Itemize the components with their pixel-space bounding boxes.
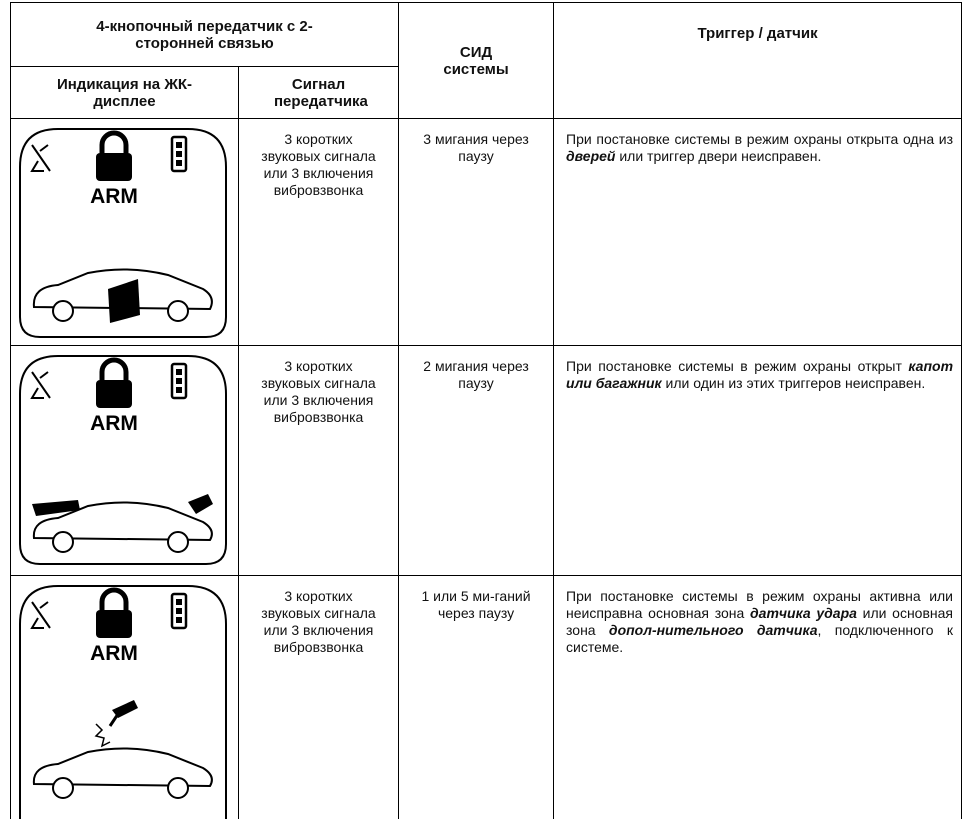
header-trigger: Триггер / датчик (554, 3, 962, 119)
lcd-cell: ARM (11, 576, 239, 819)
signal-cell: 3 коротких звуковых сигнала или 3 включе… (239, 119, 399, 346)
trigger-cell: При постановке системы в режим охраны ак… (554, 576, 962, 819)
header-transmitter: 4-кнопочный передатчик с 2-сторонней свя… (11, 3, 399, 67)
lcd-label: ARM (90, 642, 138, 665)
trigger-text: или один из этих триггеров неисправен. (662, 375, 926, 391)
trigger-emphasis: датчика удара (750, 605, 857, 621)
lcd-icon: ARM (18, 354, 228, 566)
signal-table: 4-кнопочный передатчик с 2-сторонней свя… (10, 2, 962, 819)
trigger-text: При постановке системы в режим охраны от… (566, 131, 953, 147)
header-led: СИД системы (399, 3, 554, 119)
trigger-cell: При постановке системы в режим охраны от… (554, 346, 962, 576)
lcd-label: ARM (90, 185, 138, 208)
led-cell: 1 или 5 ми-ганий через паузу (399, 576, 554, 819)
led-cell: 2 мигания через паузу (399, 346, 554, 576)
lcd-icon: ARM (18, 584, 228, 819)
trigger-cell: При постановке системы в режим охраны от… (554, 119, 962, 346)
lcd-cell: ARM (11, 346, 239, 576)
trigger-text: или триггер двери неисправен. (615, 148, 821, 164)
lcd-icon: ARM (18, 127, 228, 339)
trigger-emphasis: дверей (566, 148, 615, 164)
signal-cell: 3 коротких звуковых сигнала или 3 включе… (239, 576, 399, 819)
trigger-emphasis: допол-нительного датчика (609, 622, 818, 638)
header-signal: Сигнал передатчика (239, 67, 399, 119)
trigger-text: При постановке системы в режим охраны от… (566, 358, 908, 374)
signal-cell: 3 коротких звуковых сигнала или 3 включе… (239, 346, 399, 576)
led-cell: 3 мигания через паузу (399, 119, 554, 346)
header-lcd: Индикация на ЖК-дисплее (11, 67, 239, 119)
lcd-label: ARM (90, 412, 138, 435)
lcd-cell: ARM (11, 119, 239, 346)
